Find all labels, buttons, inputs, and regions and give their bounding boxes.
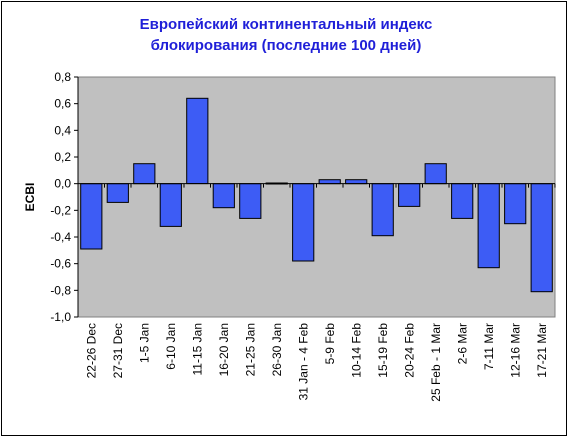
bar-13	[398, 183, 421, 207]
bar-5	[186, 97, 209, 185]
bars-group	[80, 97, 553, 293]
bar-12	[371, 183, 394, 237]
x-tick-label: 6-10 Jan	[164, 323, 178, 370]
y-tick-label: -0,4	[50, 230, 71, 244]
bar-2	[106, 183, 129, 203]
bar-18	[530, 183, 553, 293]
plot-area	[77, 76, 556, 318]
bar-11	[345, 179, 368, 185]
bar-6	[212, 183, 235, 209]
x-tick-label: 10-14 Feb	[349, 323, 363, 378]
y-axis-title: ECBI	[23, 183, 37, 212]
y-tick-label: -1,0	[50, 310, 71, 324]
bar-4	[159, 183, 182, 227]
bar-17	[504, 183, 527, 225]
y-tick-label: 0,8	[54, 70, 71, 84]
bar-14	[424, 163, 447, 185]
chart-title-line-1: Европейский континентальный индекс	[139, 16, 433, 33]
x-tick-label: 2-6 Mar	[455, 323, 469, 364]
y-tick-label: -0,2	[50, 203, 71, 217]
y-tick-label: -0,8	[50, 283, 71, 297]
x-tick-label: 15-19 Feb	[376, 323, 390, 378]
y-tick-label: 0,0	[54, 177, 71, 191]
chart-title-line-2: блокирования (последние 100 дней)	[150, 37, 422, 54]
x-tick-label: 7-11 Mar	[482, 323, 496, 370]
x-tick-label: 31 Jan - 4 Feb	[296, 323, 310, 401]
x-tick-label: 5-9 Feb	[323, 323, 337, 365]
bar-3	[133, 163, 156, 185]
axes-group	[77, 77, 556, 317]
bar-16	[477, 183, 500, 269]
bar-10	[318, 179, 341, 185]
bar-15	[451, 183, 474, 219]
x-ticks-group: 22-26 Dec 27-31 Dec 1-5 Jan 6-10 Jan 11-15 J…	[84, 323, 549, 402]
x-tick-label: 21-25 Jan	[243, 323, 257, 376]
y-tick-label: -0,6	[50, 257, 71, 271]
y-tick-label: 0,4	[54, 123, 71, 137]
bar-7	[239, 183, 262, 219]
y-ticks-group: 0,8 0,6 0,4 0,2 0,0 -0,2 -0,4 -0,6 -0,8 -1,0	[50, 70, 78, 324]
x-tick-label: 17-21 Mar	[535, 323, 549, 378]
x-tick-label: 11-15 Jan	[190, 323, 204, 375]
x-tick-label: 22-26 Dec	[84, 323, 98, 378]
y-tick-label: 0,2	[54, 150, 71, 164]
y-tick-label: 0,6	[54, 97, 71, 111]
x-tick-label: 16-20 Jan	[217, 323, 231, 376]
bar-1	[80, 183, 103, 250]
x-tick-label: 25 Feb - 1 Mar	[429, 323, 443, 402]
x-tick-label: 1-5 Jan	[137, 323, 151, 363]
x-tick-label: 27-31 Dec	[111, 323, 125, 378]
chart-title: Европейский континентальный индекс блоки…	[2, 14, 570, 56]
x-tick-label: 12-16 Mar	[508, 323, 522, 378]
bar-9	[292, 183, 315, 262]
x-tick-label: 20-24 Feb	[402, 323, 416, 378]
x-tick-label: 26-30 Jan	[270, 323, 284, 376]
